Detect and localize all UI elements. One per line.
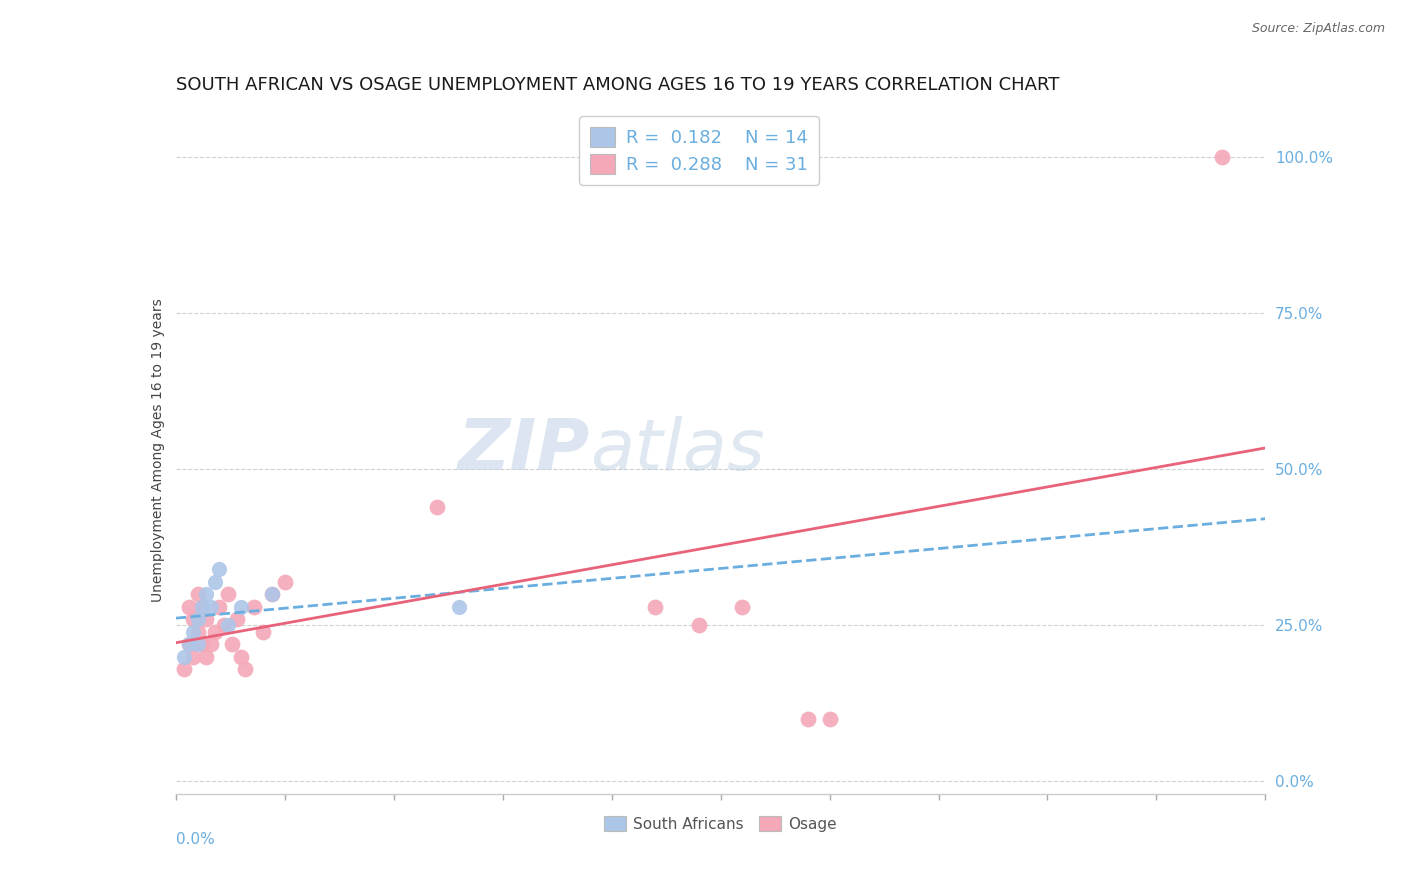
Point [796, 712, 818, 726]
Point [212, 618, 235, 632]
Point [181, 612, 204, 626]
Text: ZIP: ZIP [457, 416, 591, 485]
Point [818, 712, 841, 726]
Legend: South Africans, Osage: South Africans, Osage [598, 810, 844, 838]
Point [195, 649, 218, 664]
Point [173, 649, 195, 664]
Point [221, 637, 243, 651]
Point [181, 624, 204, 639]
Point [186, 637, 209, 651]
Y-axis label: Unemployment Among Ages 16 to 19 years: Unemployment Among Ages 16 to 19 years [150, 299, 165, 602]
Point [204, 624, 226, 639]
Point [274, 574, 297, 589]
Text: SOUTH AFRICAN VS OSAGE UNEMPLOYMENT AMONG AGES 16 TO 19 YEARS CORRELATION CHART: SOUTH AFRICAN VS OSAGE UNEMPLOYMENT AMON… [176, 77, 1059, 95]
Point [177, 637, 200, 651]
Point [195, 612, 218, 626]
Point [217, 587, 239, 601]
Point [191, 599, 214, 614]
Point [195, 587, 218, 601]
Point [186, 612, 209, 626]
Point [173, 662, 195, 676]
Point [225, 612, 247, 626]
Text: atlas: atlas [591, 416, 765, 485]
Point [426, 500, 449, 514]
Point [231, 649, 253, 664]
Point [186, 624, 209, 639]
Point [731, 599, 754, 614]
Point [177, 637, 200, 651]
Point [200, 637, 222, 651]
Point [200, 599, 222, 614]
Point [177, 599, 200, 614]
Point [252, 624, 274, 639]
Point [208, 599, 231, 614]
Point [181, 649, 204, 664]
Text: 0.0%: 0.0% [176, 831, 215, 847]
Text: Source: ZipAtlas.com: Source: ZipAtlas.com [1251, 22, 1385, 36]
Point [260, 587, 283, 601]
Point [208, 562, 231, 576]
Point [1211, 150, 1233, 164]
Point [447, 599, 470, 614]
Point [231, 599, 253, 614]
Point [243, 599, 266, 614]
Point [217, 618, 239, 632]
Point [186, 587, 209, 601]
Point [204, 574, 226, 589]
Point [644, 599, 666, 614]
Point [191, 599, 214, 614]
Point [260, 587, 283, 601]
Point [191, 637, 214, 651]
Point [688, 618, 710, 632]
Point [235, 662, 257, 676]
